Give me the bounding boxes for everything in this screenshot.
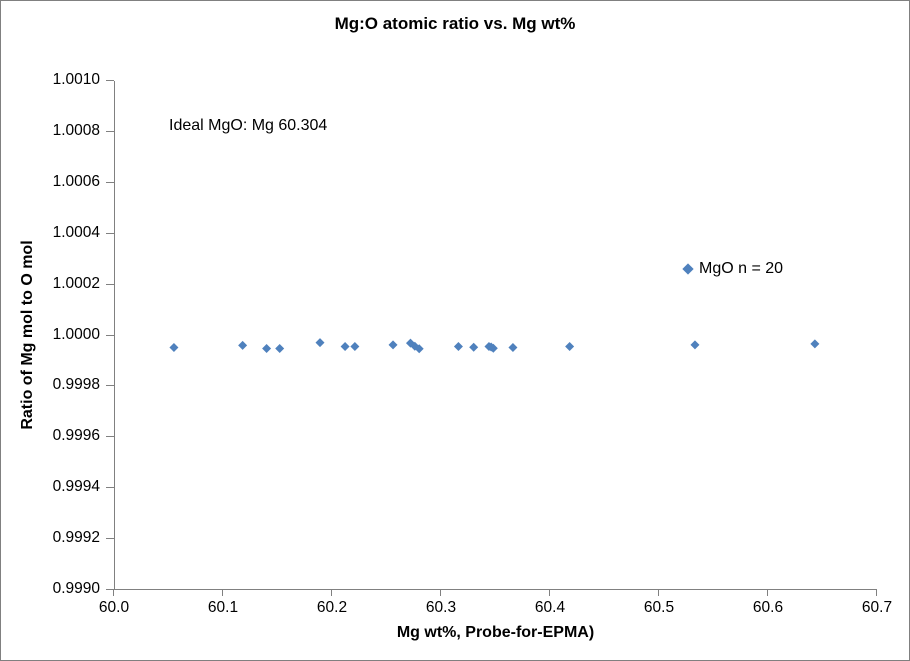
legend-diamond-icon — [682, 263, 694, 275]
x-tick-mark — [658, 590, 659, 596]
x-tick-mark — [549, 590, 550, 596]
x-tick-mark — [113, 590, 114, 596]
y-tick-mark — [106, 232, 114, 234]
y-tick-label: 1.0002 — [52, 274, 100, 292]
y-tick-mark — [106, 487, 114, 489]
chart-title: Mg:O atomic ratio vs. Mg wt% — [334, 14, 576, 33]
plot-area — [114, 81, 877, 590]
x-tick-mark — [222, 590, 223, 596]
y-tick-label: 1.0008 — [52, 121, 100, 139]
y-tick-mark — [106, 80, 114, 81]
ideal-mgo-annotation: Ideal MgO: Mg 60.304 — [169, 117, 328, 134]
y-tick-mark — [106, 334, 114, 336]
y-tick-mark — [106, 130, 114, 132]
y-tick-mark — [106, 538, 114, 540]
y-tick-mark — [106, 589, 114, 590]
y-tick-label: 1.0006 — [52, 172, 100, 190]
x-tick-label: 60.4 — [534, 599, 566, 616]
y-tick-label: 1.0004 — [52, 223, 100, 241]
x-tick-label: 60.3 — [425, 599, 457, 616]
legend: MgO n = 20 — [682, 260, 784, 278]
y-axis-title: Ratio of Mg mol to O mol — [19, 240, 36, 430]
y-tick-label: 0.9994 — [52, 478, 100, 496]
y-tick-label: 0.9996 — [52, 427, 100, 445]
x-tick-label: 60.2 — [316, 599, 348, 616]
x-tick-mark — [876, 590, 877, 596]
x-tick-mark — [767, 590, 768, 596]
x-tick-label: 60.1 — [207, 599, 239, 616]
legend-label: MgO n = 20 — [699, 260, 784, 277]
y-tick-mark — [106, 385, 114, 387]
x-tick-label: 60.5 — [643, 599, 675, 616]
x-axis-title: Mg wt%, Probe-for-EPMA) — [396, 624, 595, 641]
y-tick-label: 0.9998 — [52, 376, 100, 394]
y-tick-label: 1.0000 — [52, 325, 100, 343]
x-tick-mark — [331, 590, 332, 596]
y-tick-mark — [106, 283, 114, 285]
y-tick-label: 1.0010 — [52, 71, 100, 88]
x-tick-label: 60.7 — [861, 599, 893, 616]
x-tick-label: 60.6 — [752, 599, 784, 616]
y-tick-mark — [106, 436, 114, 438]
y-tick-label: 0.9990 — [52, 580, 100, 597]
y-tick-mark — [106, 181, 114, 183]
y-tick-label: 0.9992 — [52, 529, 100, 547]
x-tick-label: 60.0 — [98, 599, 130, 616]
x-tick-mark — [440, 590, 441, 596]
